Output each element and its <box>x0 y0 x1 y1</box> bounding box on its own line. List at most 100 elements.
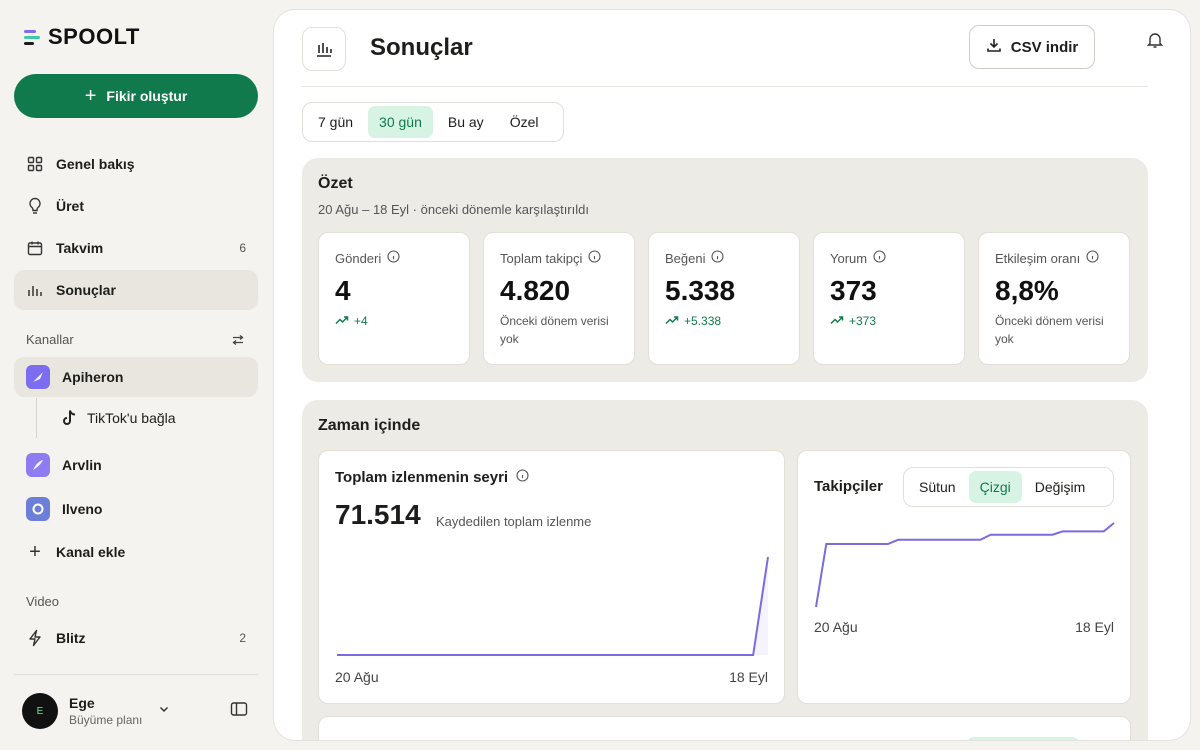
channel-avatar-icon <box>26 497 50 521</box>
calendar-icon <box>26 239 44 257</box>
info-icon[interactable] <box>387 250 400 266</box>
channel-item-ilveno[interactable]: Ilveno <box>14 489 258 529</box>
stat-label: Etkileşim oranı <box>995 250 1081 266</box>
stat-value: 373 <box>830 275 877 306</box>
stat-card-likes: Beğeni 5.338 +5.338 <box>648 232 800 365</box>
calendar-count-badge: 6 <box>239 241 246 255</box>
channels-section-label: Kanallar <box>26 332 74 347</box>
sidebar-toggle-icon[interactable] <box>230 701 248 722</box>
main-panel: Sonuçlar CSV indir 7 gün 30 gün Bu ay Öz… <box>273 9 1191 741</box>
lightning-icon <box>26 629 44 647</box>
nav-item-generate[interactable]: Üret <box>14 186 258 226</box>
trend-up-icon <box>665 314 679 328</box>
trend-up-icon <box>335 314 349 328</box>
create-idea-label: Fikir oluştur <box>106 88 188 104</box>
brand-name: SPOOLT <box>48 24 140 49</box>
info-icon[interactable] <box>1086 250 1099 266</box>
range-option-custom[interactable]: Özel <box>509 114 539 130</box>
avatar: E <box>22 693 58 729</box>
summary-section: Özet 20 Ağu – 18 Eyl · önceki dönemle ka… <box>302 158 1148 382</box>
bell-icon[interactable] <box>1146 31 1164 54</box>
tiktok-icon <box>61 409 77 427</box>
nav-item-results[interactable]: Sonuçlar <box>14 270 258 310</box>
add-channel-label: Kanal ekle <box>56 544 126 560</box>
blitz-count-badge: 2 <box>239 631 246 645</box>
nav-label: Genel bakış <box>56 156 135 172</box>
info-icon[interactable] <box>711 250 725 266</box>
nav-item-calendar[interactable]: Takvim 6 <box>14 228 258 268</box>
channel-avatar-icon <box>26 453 50 477</box>
views-chart-card: Toplam izlenmenin seyri 71.514 Kaydedile… <box>318 450 785 704</box>
chart-mode-selector: Sütun Çizgi Değişim <box>903 467 1114 507</box>
active-mode-pill <box>967 737 1079 740</box>
x-axis-end-label: 18 Eyl <box>729 669 768 685</box>
info-icon[interactable] <box>873 250 886 266</box>
stat-label: Beğeni <box>665 250 706 266</box>
mode-option-change[interactable]: Değişim <box>1034 479 1086 495</box>
brand-logo[interactable]: SPOOLT <box>24 24 140 50</box>
total-views-value: 71.514 <box>335 499 421 530</box>
next-chart-card <box>318 716 1131 740</box>
user-menu[interactable]: E Ege Büyüme planı <box>22 692 258 730</box>
stat-card-comments: Yorum 373 +373 <box>813 232 965 365</box>
x-axis-end-label: 18 Eyl <box>1075 619 1114 635</box>
channel-avatar-icon <box>26 365 50 389</box>
download-icon <box>986 37 1002 57</box>
info-icon[interactable] <box>588 250 601 266</box>
connect-tiktok-link[interactable]: TikTok'u bağla <box>36 398 176 438</box>
video-item-blitz[interactable]: Blitz 2 <box>14 618 258 658</box>
chevron-down-icon[interactable] <box>158 702 170 720</box>
add-channel-button[interactable]: + Kanal ekle <box>14 532 258 572</box>
csv-download-button[interactable]: CSV indir <box>969 25 1095 69</box>
chart-title: Toplam izlenmenin seyri <box>335 469 509 486</box>
csv-download-label: CSV indir <box>1010 38 1079 56</box>
channel-item-arvlin[interactable]: Arvlin <box>14 445 258 485</box>
channel-item-apiheron[interactable]: Apiheron <box>14 357 258 397</box>
channel-label: Apiheron <box>62 369 124 385</box>
trend-up-icon <box>830 314 844 328</box>
range-option-30d[interactable]: 30 gün <box>368 106 433 138</box>
over-time-section: Zaman içinde Toplam izlenmenin seyri 71.… <box>302 400 1148 740</box>
summary-subtitle: 20 Ağu – 18 Eyl · önceki dönemle karşıla… <box>318 202 589 217</box>
range-option-this-month[interactable]: Bu ay <box>447 114 484 130</box>
stat-value: 4 <box>335 275 351 306</box>
stat-value: 8,8% <box>995 275 1059 306</box>
create-idea-button[interactable]: + Fikir oluştur <box>14 74 258 118</box>
stat-value: 4.820 <box>500 275 571 306</box>
nav-item-overview[interactable]: Genel bakış <box>14 144 258 184</box>
stat-card-engagement-rate: Etkileşim oranı 8,8% Önceki dönem verisi… <box>978 232 1130 365</box>
info-icon[interactable] <box>516 469 529 486</box>
logo-mark-icon <box>24 29 40 45</box>
page-title: Sonuçlar <box>370 34 473 61</box>
range-option-7d[interactable]: 7 gün <box>318 114 354 130</box>
stat-label: Yorum <box>830 250 868 266</box>
lightbulb-icon <box>26 197 44 215</box>
stat-card-total-followers: Toplam takipçi 4.820 Önceki dönem verisi… <box>483 232 635 365</box>
channel-label: Arvlin <box>62 457 102 473</box>
stat-value: 5.338 <box>665 275 736 306</box>
stat-delta: +373 <box>849 314 877 328</box>
x-axis-start-label: 20 Ağu <box>335 669 379 685</box>
stat-card-posts: Gönderi 4 +4 <box>318 232 470 365</box>
connect-tiktok-label: TikTok'u bağla <box>87 410 176 426</box>
series-line <box>815 522 1115 608</box>
followers-chart-card: Takipçiler Sütun Çizgi Değişim 20 Ağu 18… <box>797 450 1131 704</box>
area-fill <box>337 557 768 655</box>
stat-note: Önceki dönem verisi yok <box>995 314 1104 346</box>
mode-option-column[interactable]: Sütun <box>919 479 956 495</box>
plus-icon: + <box>84 85 97 107</box>
views-area-chart <box>337 556 769 656</box>
date-range-selector: 7 gün 30 gün Bu ay Özel <box>302 102 564 142</box>
sidebar-divider <box>14 674 258 675</box>
grid-icon <box>26 155 44 173</box>
followers-line-chart <box>815 522 1115 608</box>
over-time-title: Zaman içinde <box>318 417 421 434</box>
mode-option-line[interactable]: Çizgi <box>968 471 1022 503</box>
nav-label: Takvim <box>56 240 104 256</box>
x-axis-start-label: 20 Ağu <box>814 619 858 635</box>
channel-settings-icon[interactable] <box>231 333 245 352</box>
stat-delta: +4 <box>354 314 368 328</box>
stat-label: Toplam takipçi <box>500 250 583 266</box>
user-name: Ege <box>69 695 95 711</box>
stat-delta: +5.338 <box>684 314 722 328</box>
